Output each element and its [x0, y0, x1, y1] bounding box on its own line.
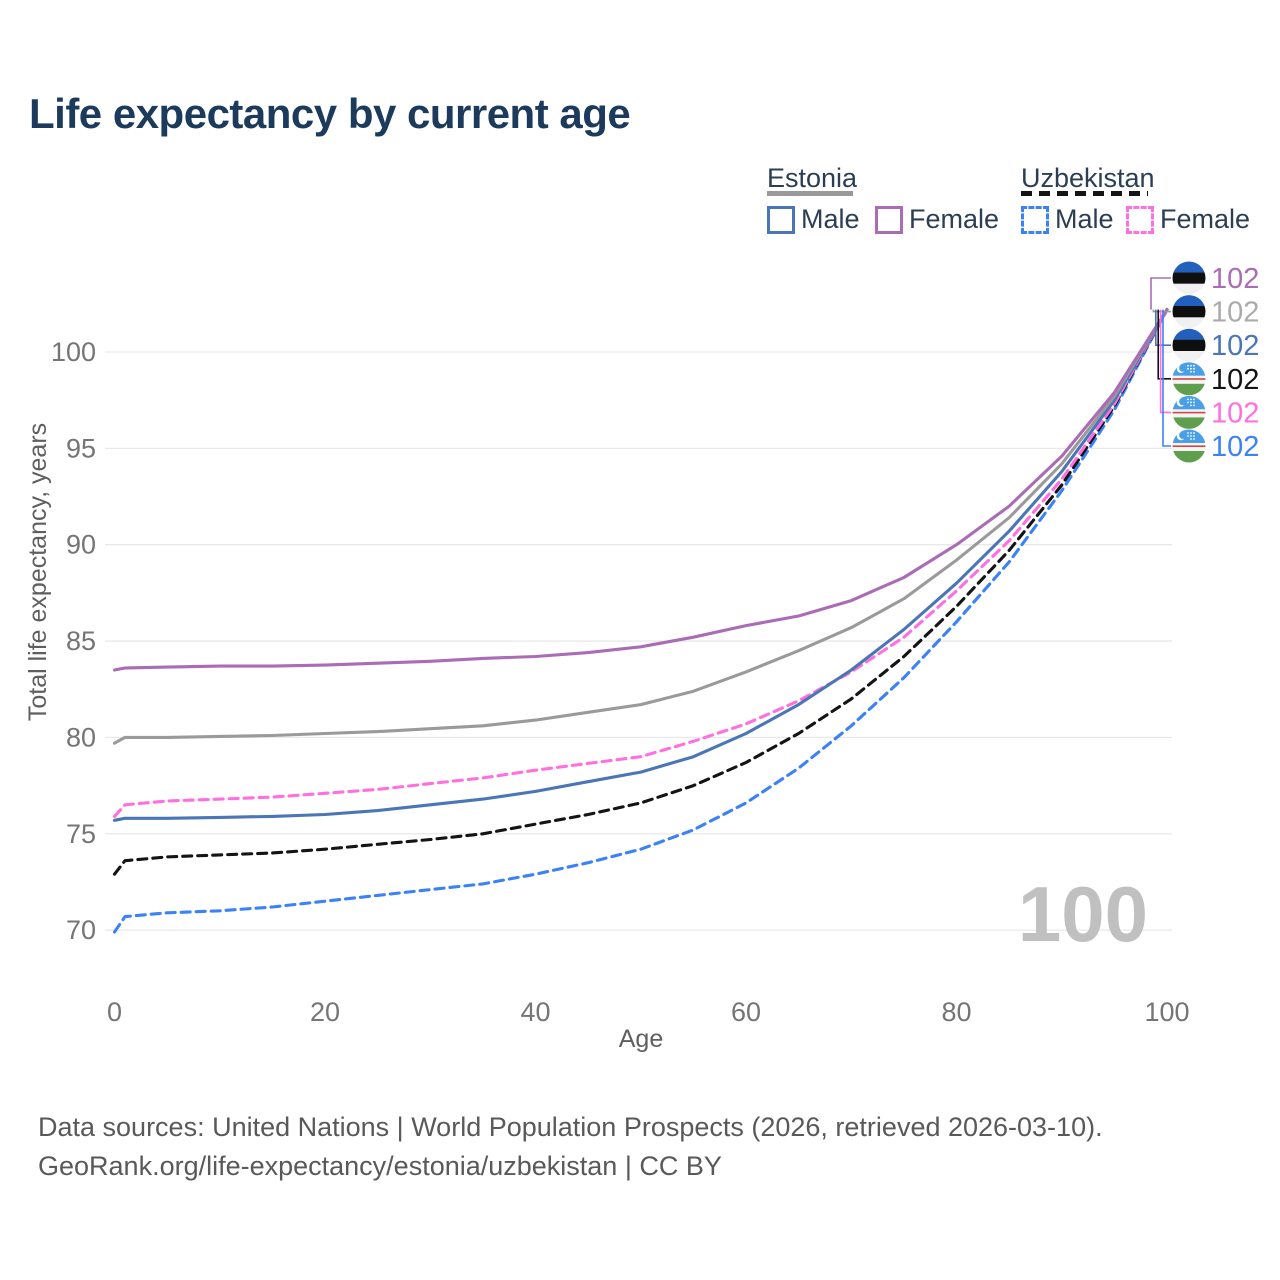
y-tick-label-95: 95 — [66, 433, 96, 463]
y-tick-label-75: 75 — [66, 819, 96, 849]
series-line-estonia-both-sexes[interactable] — [112, 308, 1169, 745]
footer-attribution: GeoRank.org/life-expectancy/estonia/uzbe… — [38, 1151, 722, 1181]
estonia-flag-icon — [1172, 328, 1206, 362]
uzbekistan-flag-icon — [1172, 362, 1206, 396]
legend-item-uzbekistan-male[interactable]: Male — [1021, 204, 1114, 235]
uzbekistan-flag-icon — [1172, 429, 1206, 463]
estonia-male-swatch-icon — [767, 205, 795, 234]
uzbekistan-flag-icon — [1172, 395, 1206, 429]
estonia-female-swatch-icon — [875, 205, 903, 234]
y-tick-label-90: 90 — [66, 530, 96, 560]
legend-item-label: Male — [1055, 204, 1114, 234]
legend-group-uzbekistan[interactable]: Uzbekistan — [1021, 163, 1155, 193]
x-tick-label-100: 100 — [1144, 997, 1189, 1027]
x-axis-title: Age — [619, 1025, 663, 1053]
legend-item-estonia-female[interactable]: Female — [875, 204, 999, 235]
end-label-connector-uzbekistan-male — [1162, 309, 1171, 447]
legend-item-label: Female — [909, 204, 1000, 234]
end-label-connector-estonia-female — [1150, 277, 1171, 310]
y-tick-label-85: 85 — [66, 626, 96, 656]
y-tick-label-70: 70 — [66, 915, 96, 945]
y-axis-title: Total life expectancy, years — [24, 423, 52, 721]
end-label-value-estonia-both-sexes: 102 — [1211, 297, 1259, 329]
series-layer — [112, 308, 1169, 934]
legend-underline-uzbekistan — [1021, 191, 1148, 196]
series-line-estonia-male[interactable] — [112, 308, 1169, 822]
hover-age-watermark: 100 — [1018, 870, 1148, 958]
series-line-uzbekistan-male[interactable] — [112, 308, 1169, 934]
series-line-uzbekistan-female[interactable] — [112, 308, 1169, 818]
legend-item-label: Female — [1160, 204, 1251, 234]
x-tick-label-0: 0 — [107, 997, 122, 1027]
end-label-value-uzbekistan-both-sexes: 102 — [1211, 364, 1259, 396]
x-tick-label-40: 40 — [520, 997, 550, 1027]
y-tick-label-100: 100 — [51, 337, 96, 367]
legend-item-label: Male — [801, 204, 860, 234]
legend-item-estonia-male[interactable]: Male — [767, 204, 860, 235]
legend-group-estonia[interactable]: Estonia — [767, 163, 858, 193]
end-label-connector-uzbekistan-female — [1159, 309, 1171, 414]
estonia-flag-icon — [1172, 295, 1206, 329]
x-tick-label-20: 20 — [310, 997, 340, 1027]
end-label-value-uzbekistan-female: 102 — [1211, 397, 1259, 429]
end-label-connector-estonia-male — [1155, 309, 1171, 346]
y-tick-label-80: 80 — [66, 722, 96, 752]
uzbekistan-female-swatch-icon — [1126, 205, 1154, 234]
series-line-estonia-female[interactable] — [112, 308, 1169, 672]
legend-item-uzbekistan-female[interactable]: Female — [1126, 204, 1250, 235]
end-label-value-estonia-male: 102 — [1211, 330, 1259, 362]
end-label-connector-estonia-both-sexes — [1152, 309, 1171, 313]
legend-underline-estonia — [767, 191, 853, 196]
x-tick-label-80: 80 — [941, 997, 971, 1027]
uzbekistan-male-swatch-icon — [1021, 205, 1049, 234]
x-tick-label-60: 60 — [731, 997, 761, 1027]
end-label-connector-uzbekistan-both-sexes — [1157, 309, 1171, 380]
footer-sources: Data sources: United Nations | World Pop… — [38, 1112, 1103, 1142]
gridlines-layer: 70 75 80 85 90 95 100 0 20 40 60 80 100 — [51, 337, 1190, 1027]
series-line-uzbekistan-both-sexes[interactable] — [112, 308, 1169, 876]
end-label-value-uzbekistan-male: 102 — [1211, 431, 1259, 463]
estonia-flag-icon — [1172, 261, 1206, 295]
end-label-value-estonia-female: 102 — [1211, 263, 1259, 295]
chart-title: Life expectancy by current age — [29, 90, 631, 137]
